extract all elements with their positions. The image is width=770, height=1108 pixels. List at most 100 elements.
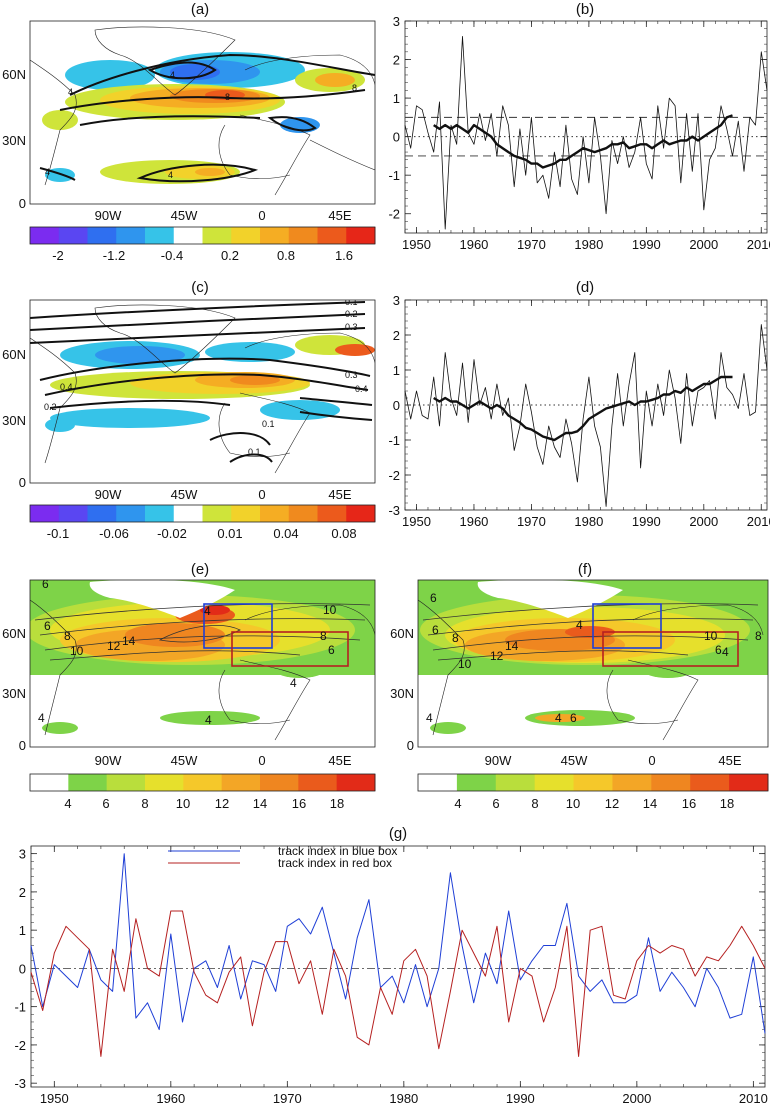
y-tick-label: -1 — [388, 168, 400, 183]
lat-tick: 60N — [2, 626, 26, 641]
colorbar-swatch — [87, 227, 117, 244]
x-tick-label: 1980 — [574, 514, 603, 529]
colorbar-swatch — [729, 774, 769, 791]
contour-label: 6 — [715, 643, 722, 657]
colorbar-swatch — [202, 227, 232, 244]
lat-tick: 0 — [407, 738, 414, 753]
colorbar-swatch — [145, 227, 175, 244]
x-tick-label: 2010 — [739, 1091, 768, 1106]
y-tick-label: -1 — [14, 1000, 26, 1015]
contour-label: 10 — [323, 603, 337, 617]
lat-tick: 30N — [2, 686, 26, 701]
lon-tick: 45W — [171, 487, 198, 502]
colorbar-swatch — [346, 227, 376, 244]
colorbar-f-label: 10 — [566, 796, 580, 811]
contour-label: 0.1 — [262, 419, 275, 429]
colorbar-swatch — [288, 505, 318, 522]
colorbar-swatch — [260, 227, 290, 244]
colorbar-e-label: 18 — [330, 796, 344, 811]
colorbar-a-label: -0.4 — [161, 248, 183, 263]
colorbar-c-label: -0.1 — [47, 526, 69, 541]
colorbar-frame — [29, 504, 376, 523]
colorbar-f-label: 8 — [531, 796, 538, 811]
contour-label: 0.1 — [248, 447, 261, 457]
colorbar-swatch — [116, 505, 146, 522]
y-tick-label: -3 — [388, 503, 400, 518]
colorbar-swatch — [317, 505, 347, 522]
panel-e-title: (e) — [191, 561, 209, 578]
colorbar-swatch — [30, 227, 60, 244]
contour-label: 8 — [64, 629, 71, 643]
y-tick-label: 3 — [393, 14, 400, 29]
contour-label: 4 — [722, 645, 729, 659]
panel-a-contour-labels: 4 8 8 4 4 4 — [45, 70, 357, 180]
colorbar-swatch — [106, 774, 146, 791]
colorbar-e-label: 12 — [215, 796, 229, 811]
colorbar-a-label: -2 — [52, 248, 64, 263]
y-tick-label: 1 — [393, 91, 400, 106]
panel-f-contours — [422, 603, 759, 661]
colorbar-e-label: 16 — [292, 796, 306, 811]
colorbar-swatch — [145, 774, 184, 791]
x-tick-label: 1990 — [632, 514, 661, 529]
panel-c-frame — [29, 299, 376, 484]
x-tick-label: 1990 — [632, 237, 661, 252]
contour-label: 10 — [458, 657, 472, 671]
colorbar-c-label: -0.02 — [157, 526, 187, 541]
colorbar-swatch — [173, 505, 203, 522]
panel-g: (g) 1950 1960 1970 1980 1990 2000 2010-3-2-101… — [14, 825, 767, 1106]
lon-tick: 45E — [328, 487, 351, 502]
colorbar-swatch — [260, 505, 290, 522]
colorbar-swatch — [58, 227, 88, 244]
lon-tick: 45E — [718, 753, 741, 768]
contour-label: 12 — [490, 649, 504, 663]
colorbar-f-label: 18 — [720, 796, 734, 811]
panel-f: (f) — [417, 561, 769, 748]
x-tick-label: 1950 — [40, 1091, 69, 1106]
contour-label: 0.3 — [345, 322, 358, 332]
contour-label: 4 — [576, 618, 583, 632]
panel-a: (a) — [29, 1, 376, 205]
colorbar-frame — [29, 773, 376, 792]
y-tick-label: 2 — [393, 328, 400, 343]
colorbar-frame — [29, 226, 376, 245]
contour-label: 0.3 — [345, 370, 358, 380]
colorbar-c-label: -0.06 — [99, 526, 129, 541]
colorbar-swatch — [68, 774, 108, 791]
x-tick-label: 1950 — [402, 237, 431, 252]
contour-label: 0.4 — [60, 382, 73, 392]
colorbar-e — [29, 773, 376, 792]
colorbar-swatch — [221, 774, 261, 791]
contour-label: 0.2 — [44, 402, 57, 412]
contour-label: 8 — [452, 631, 459, 645]
contour-label: 0.1 — [345, 297, 358, 307]
y-tick-label: -3 — [14, 1076, 26, 1091]
colorbar-swatch — [317, 227, 347, 244]
y-tick-label: 3 — [19, 847, 26, 862]
chart-g: 1950 1960 1970 1980 1990 2000 2010 -3 -2 -1 0 1 2 3 tr… — [14, 844, 767, 1106]
panel-f-blue-box — [592, 603, 662, 649]
panel-e: (e) — [29, 561, 376, 748]
panel-c-title: (c) — [191, 279, 209, 296]
legend-label: track index in blue box — [278, 844, 397, 858]
panel-f-shading — [418, 580, 768, 747]
x-tick-label: 1970 — [517, 237, 546, 252]
colorbar-e-label: 10 — [176, 796, 190, 811]
contour-label: 14 — [505, 639, 519, 653]
lon-tick: 90W — [95, 208, 122, 223]
colorbar-swatch — [651, 774, 691, 791]
colorbar-a-label: 1.6 — [335, 248, 353, 263]
x-tick-label: 1950 — [402, 514, 431, 529]
panel-e-contours — [34, 603, 371, 661]
contour-label: 6 — [432, 623, 439, 637]
colorbar-swatch — [495, 774, 536, 791]
lon-tick: 90W — [95, 753, 122, 768]
contour-label: 6 — [570, 711, 577, 725]
colorbar-swatch — [298, 774, 338, 791]
colorbar-swatch — [183, 774, 223, 791]
lon-tick: 0 — [258, 208, 265, 223]
contour-label: 4 — [45, 167, 50, 177]
x-tick-label: 2000 — [689, 514, 718, 529]
colorbar-swatch — [690, 774, 730, 791]
colorbar-swatch — [612, 774, 652, 791]
